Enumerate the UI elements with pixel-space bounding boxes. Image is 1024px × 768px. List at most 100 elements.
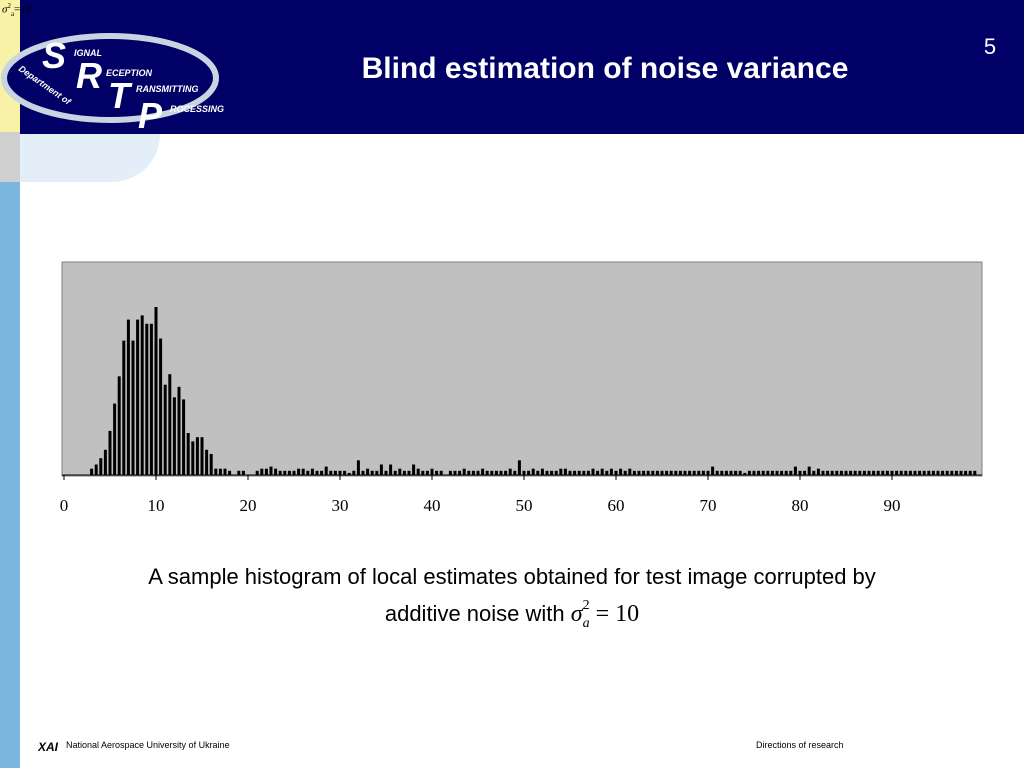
- histogram-bar: [895, 470, 899, 475]
- caption-formula-rest: = 10: [595, 601, 640, 627]
- histogram-bar: [494, 470, 498, 475]
- histogram-bar: [876, 470, 880, 475]
- histogram-bar: [209, 454, 213, 475]
- logo-word-reception: ECEPTION: [106, 68, 153, 78]
- histogram-bar: [145, 323, 149, 475]
- histogram-bar: [550, 470, 554, 475]
- histogram-bar: [264, 468, 268, 475]
- histogram-bar: [968, 470, 972, 475]
- university-logo-icon: XAI: [38, 740, 59, 752]
- histogram-bar: [269, 466, 273, 475]
- x-tick-label: 20: [240, 496, 257, 515]
- histogram-bar: [329, 470, 333, 475]
- histogram-bar: [297, 468, 301, 475]
- slide-title: Blind estimation of noise variance: [361, 52, 849, 85]
- histogram-bar: [922, 470, 926, 475]
- histogram-bar: [522, 470, 526, 475]
- histogram-bar: [959, 470, 963, 475]
- histogram-bar: [476, 470, 480, 475]
- x-tick-label: 40: [424, 496, 441, 515]
- logo-letter-r: R: [76, 55, 102, 96]
- histogram-bar: [504, 470, 508, 475]
- histogram-bar: [964, 470, 968, 475]
- histogram-bar: [218, 468, 222, 475]
- histogram-bar: [862, 470, 866, 475]
- histogram-bar: [577, 470, 581, 475]
- histogram-bar: [918, 470, 922, 475]
- x-tick-label: 0: [60, 496, 69, 515]
- x-tick-label: 60: [608, 496, 625, 515]
- histogram-bar: [927, 470, 931, 475]
- corner-formula-symbol: σ: [2, 3, 8, 16]
- corner-formula-sub: a: [10, 9, 15, 18]
- histogram-bar: [287, 470, 291, 475]
- histogram-bar: [596, 470, 600, 475]
- x-tick-label: 80: [792, 496, 809, 515]
- histogram-bar: [361, 470, 365, 475]
- histogram-bar: [540, 468, 544, 475]
- histogram-bar: [485, 470, 489, 475]
- histogram-bar: [706, 470, 710, 475]
- caption-formula: σa 2 = 10: [570, 598, 640, 631]
- histogram-bar: [393, 470, 397, 475]
- logo-word-transmitting: RANSMITTING: [136, 84, 199, 94]
- histogram-bar: [136, 319, 140, 475]
- histogram-bar: [803, 470, 807, 475]
- histogram-bar: [881, 470, 885, 475]
- histogram-bar: [412, 464, 416, 475]
- histogram-bar: [669, 470, 673, 475]
- histogram-bar: [453, 470, 457, 475]
- histogram-bar: [747, 470, 751, 475]
- histogram-bar: [674, 470, 678, 475]
- histogram-bar: [205, 449, 209, 475]
- histogram-bar: [402, 470, 406, 475]
- histogram-bar: [844, 470, 848, 475]
- histogram-bar: [858, 470, 862, 475]
- histogram-bar: [885, 470, 889, 475]
- histogram-bar: [752, 470, 756, 475]
- histogram-bar: [499, 470, 503, 475]
- histogram-bar: [743, 472, 747, 475]
- histogram-bar: [715, 470, 719, 475]
- corner-formula-sup: 2: [7, 2, 11, 10]
- logo-ring: [1, 33, 219, 123]
- caption-formula-symbol: σ: [570, 601, 583, 627]
- caption-line-2: additive noise with: [384, 601, 565, 626]
- histogram-bar: [908, 470, 912, 475]
- histogram-bar: [945, 470, 949, 475]
- histogram-bar: [398, 468, 402, 475]
- caption: A sample histogram of local estimates ob…: [60, 562, 964, 638]
- histogram-bar: [467, 470, 471, 475]
- histogram-bar: [177, 386, 181, 475]
- histogram-bar: [458, 470, 462, 475]
- histogram-bar: [154, 307, 158, 475]
- histogram-bar: [168, 374, 172, 475]
- histogram-bar: [320, 470, 324, 475]
- histogram-bar: [821, 470, 825, 475]
- x-tick-label: 10: [148, 496, 165, 515]
- logo-word-processing: ROCESSING: [170, 104, 224, 114]
- histogram-bar: [683, 470, 687, 475]
- histogram-bar: [605, 470, 609, 475]
- histogram-bar: [729, 470, 733, 475]
- histogram-bar: [448, 470, 452, 475]
- histogram-bar: [655, 470, 659, 475]
- histogram-bar: [623, 470, 627, 475]
- histogram-bar: [724, 470, 728, 475]
- histogram-bar: [545, 470, 549, 475]
- histogram-bar: [471, 470, 475, 475]
- histogram-bar: [117, 376, 121, 475]
- histogram-bar: [688, 470, 692, 475]
- histogram-bar: [462, 468, 466, 475]
- histogram-bar: [904, 470, 908, 475]
- histogram-bar: [490, 470, 494, 475]
- x-ticks-group: 0 10 20 30 40 50 60 70 80 90: [60, 475, 901, 515]
- histogram-bar: [228, 470, 232, 475]
- logo-swoosh: [20, 134, 160, 182]
- histogram-bar: [191, 441, 195, 475]
- histogram-bar: [343, 470, 347, 475]
- histogram-bar: [122, 340, 126, 475]
- histogram-bar: [936, 470, 940, 475]
- histogram-bar: [835, 470, 839, 475]
- histogram-bar: [149, 323, 153, 475]
